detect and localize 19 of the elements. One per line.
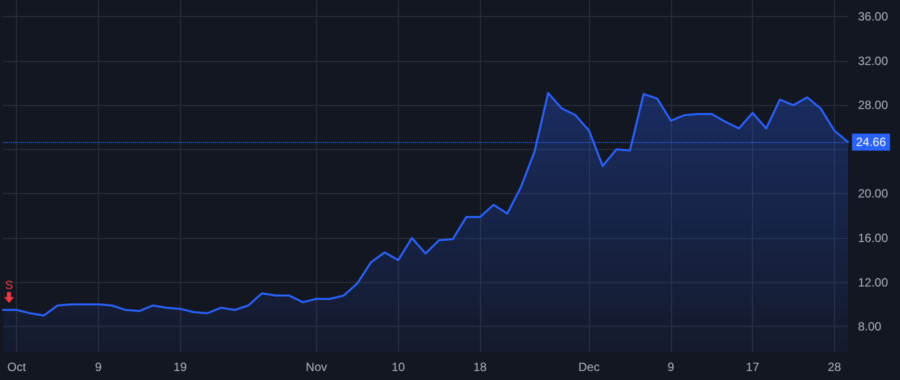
y-tick-label: 8.00 bbox=[858, 320, 882, 334]
x-tick-label: 10 bbox=[392, 360, 406, 374]
x-tick-label: 28 bbox=[828, 360, 842, 374]
x-tick-label: 17 bbox=[746, 360, 760, 374]
y-tick-label: 28.00 bbox=[858, 98, 888, 112]
x-tick-label: Nov bbox=[306, 360, 328, 374]
x-tick-label: 9 bbox=[667, 360, 674, 374]
y-tick-label: 36.00 bbox=[858, 10, 888, 24]
y-tick-label: 16.00 bbox=[858, 230, 888, 245]
annotation: S bbox=[4, 278, 14, 292]
y-tick-label: 32.00 bbox=[858, 54, 888, 68]
x-tick-label: 18 bbox=[473, 360, 488, 374]
ref-line-label: 24.66 bbox=[856, 135, 886, 150]
x-tick-label: Dec bbox=[578, 360, 600, 374]
y-tick-label: 20.00 bbox=[858, 186, 888, 201]
x-tick-label: 19 bbox=[174, 360, 188, 374]
x-tick-label: 9 bbox=[95, 360, 102, 374]
y-tick-label: 12.00 bbox=[858, 275, 888, 290]
x-tick-label: Oct bbox=[7, 360, 27, 374]
